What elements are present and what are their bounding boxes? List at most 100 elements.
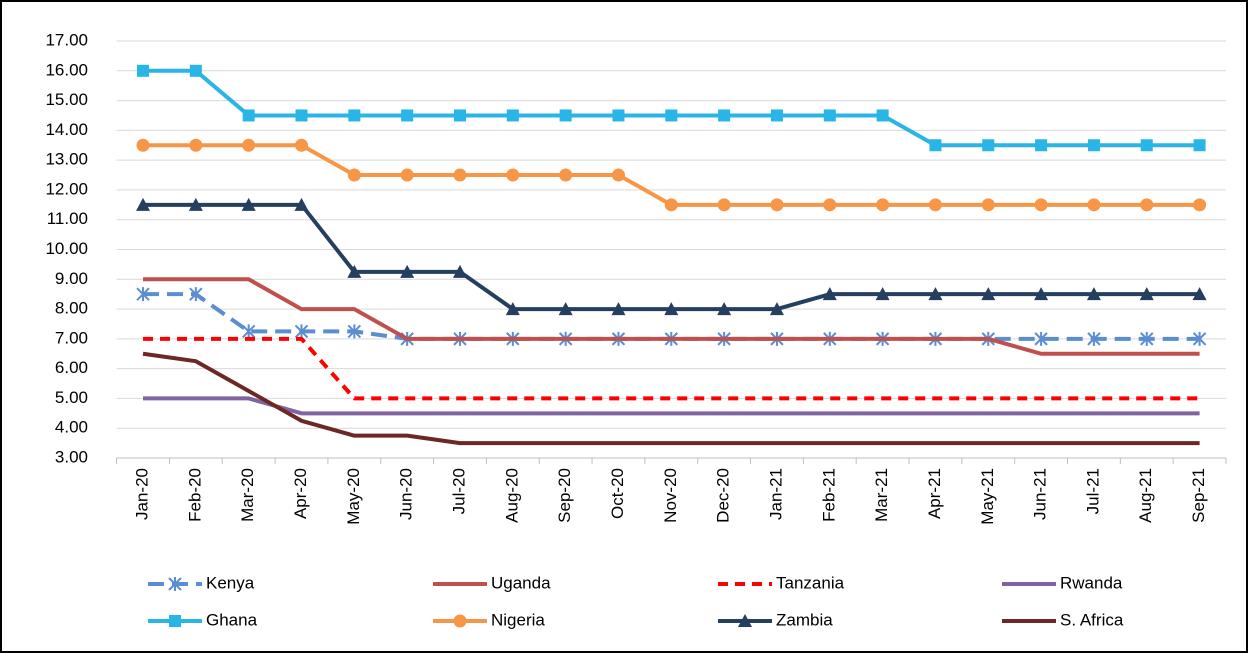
- marker: [770, 109, 783, 122]
- marker: [241, 324, 256, 339]
- marker: [1140, 139, 1153, 152]
- marker: [189, 287, 203, 302]
- y-tick-label: 6.00: [55, 358, 88, 377]
- x-tick-label: Feb-21: [819, 468, 838, 522]
- marker: [875, 287, 890, 301]
- x-tick-label: Jun-20: [397, 468, 416, 520]
- y-tick-label: 8.00: [55, 299, 88, 318]
- marker: [347, 264, 362, 278]
- marker: [822, 287, 837, 301]
- x-tick-label: Jan-21: [766, 468, 785, 520]
- marker: [400, 264, 415, 278]
- x-tick-label: Sep-20: [555, 468, 574, 523]
- y-tick-label: 4.00: [55, 418, 88, 437]
- marker: [664, 302, 679, 316]
- marker: [823, 109, 836, 122]
- marker: [506, 109, 519, 122]
- marker: [665, 109, 678, 122]
- x-tick-label: Nov-20: [661, 468, 680, 523]
- x-tick-label: May-20: [344, 468, 363, 525]
- marker: [559, 168, 573, 182]
- marker: [189, 138, 203, 152]
- marker: [294, 324, 309, 339]
- marker: [981, 287, 996, 301]
- marker: [136, 138, 150, 152]
- marker: [505, 302, 520, 316]
- y-tick-label: 12.00: [45, 179, 88, 198]
- x-tick-label: Aug-21: [1136, 468, 1155, 523]
- x-tick-label: Jun-21: [1031, 468, 1050, 520]
- marker: [400, 168, 414, 182]
- x-tick-label: Feb-20: [185, 468, 204, 522]
- marker: [1193, 139, 1206, 152]
- legend-marker: [168, 577, 182, 591]
- marker: [1193, 198, 1207, 212]
- y-tick-label: 16.00: [45, 60, 88, 79]
- marker: [823, 198, 837, 212]
- marker: [1139, 287, 1154, 301]
- marker: [295, 109, 308, 122]
- y-tick-label: 15.00: [45, 90, 88, 109]
- x-tick-label: Dec-20: [714, 468, 733, 523]
- x-tick-label: Mar-20: [238, 468, 257, 522]
- legend-label: Rwanda: [1060, 573, 1123, 592]
- marker: [1087, 198, 1101, 212]
- marker: [242, 138, 256, 152]
- marker: [506, 168, 520, 182]
- marker: [1192, 287, 1207, 301]
- marker: [347, 324, 362, 339]
- y-tick-label: 11.00: [47, 209, 88, 228]
- marker: [928, 198, 942, 212]
- marker: [558, 302, 573, 316]
- marker: [1140, 331, 1154, 346]
- marker: [295, 138, 308, 152]
- marker: [770, 198, 784, 212]
- x-tick-label: Oct-20: [608, 468, 627, 519]
- y-tick-label: 10.00: [45, 239, 88, 258]
- marker: [294, 197, 309, 211]
- y-tick-label: 13.00: [45, 150, 88, 169]
- legend-marker: [738, 614, 752, 627]
- y-tick-label: 9.00: [55, 269, 88, 288]
- y-tick-label: 17.00: [45, 30, 88, 49]
- marker: [876, 109, 889, 122]
- marker: [1140, 198, 1154, 212]
- legend-marker: [453, 614, 467, 628]
- marker: [189, 64, 202, 77]
- legend-marker: [169, 615, 181, 627]
- y-tick-label: 5.00: [55, 388, 88, 407]
- marker: [1034, 198, 1048, 212]
- marker: [717, 302, 732, 316]
- marker: [1087, 139, 1100, 152]
- y-tick-label: 7.00: [55, 328, 88, 347]
- y-tick-label: 14.00: [45, 120, 88, 139]
- marker: [769, 302, 784, 316]
- marker: [611, 302, 626, 316]
- marker: [136, 287, 150, 302]
- marker: [401, 109, 414, 122]
- marker: [137, 64, 150, 77]
- marker: [188, 197, 203, 211]
- marker: [453, 168, 467, 182]
- marker: [1192, 331, 1207, 346]
- marker: [1034, 287, 1049, 301]
- x-tick-label: Aug-20: [502, 468, 521, 523]
- x-tick-label: Mar-21: [872, 468, 891, 522]
- x-tick-label: May-21: [978, 468, 997, 525]
- y-tick-label: 3.00: [55, 447, 88, 466]
- legend-label: S. Africa: [1060, 610, 1124, 629]
- x-tick-label: Apr-20: [291, 468, 310, 519]
- marker: [452, 264, 467, 278]
- marker: [348, 109, 361, 122]
- series-line: [142, 351, 1200, 446]
- marker: [453, 109, 466, 122]
- marker: [1087, 331, 1101, 346]
- marker: [242, 109, 255, 122]
- legend-label: Uganda: [491, 573, 551, 592]
- marker: [718, 109, 731, 122]
- marker: [929, 139, 942, 152]
- marker: [876, 198, 890, 212]
- marker: [1086, 287, 1101, 301]
